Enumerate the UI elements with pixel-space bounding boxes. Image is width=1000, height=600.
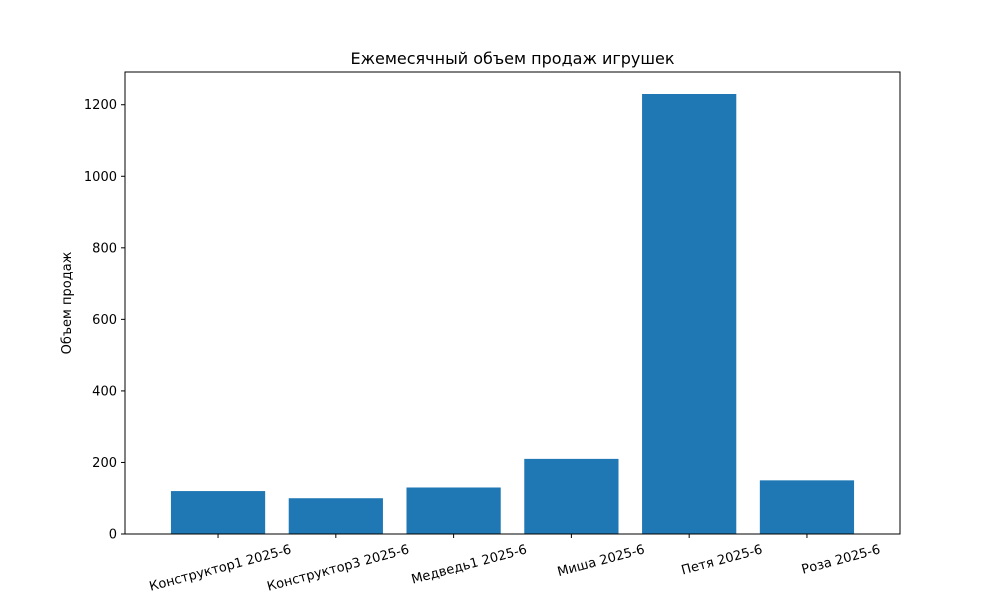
y-axis-label: Объем продаж [60,251,75,354]
x-tick-label: Миша 2025-6 [556,542,647,580]
y-tick-label: 1200 [84,98,117,113]
x-tick-label: Роза 2025-6 [800,542,882,577]
bar [288,498,383,534]
y-tick-label: 600 [92,313,117,328]
bar [406,487,501,534]
bar [759,480,855,534]
bar [642,94,737,534]
y-tick-label: 400 [92,384,117,399]
bar [524,458,619,534]
plot-frame [124,71,901,535]
y-tick-label: 1000 [84,170,117,185]
chart-title: Ежемесячный объем продаж игрушек [350,49,674,68]
y-tick-label: 200 [92,456,117,471]
x-tick-label: Медведь1 2025-6 [410,542,529,587]
y-tick-label: 0 [109,528,117,543]
y-tick-label: 800 [92,241,117,256]
bar [170,491,266,534]
x-tick-label: Петя 2025-6 [680,542,764,578]
y-axis: 0 200 400 600 800 1000 1200 [84,98,125,543]
bars-group [170,94,855,534]
